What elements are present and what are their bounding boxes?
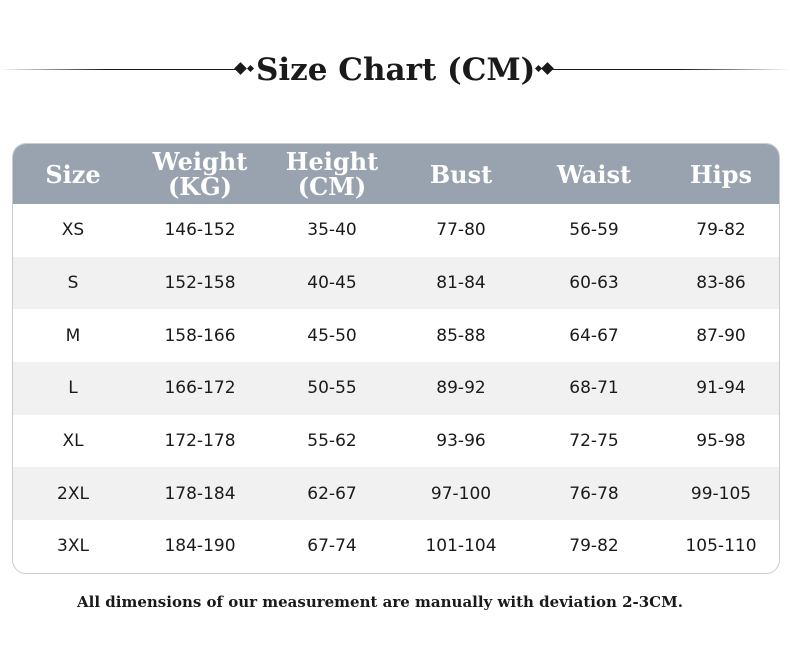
cell-hips: 99-105 — [690, 483, 752, 504]
cell-size: L — [68, 378, 78, 399]
header-waist: Waist — [556, 159, 632, 189]
cell-hips: 95-98 — [696, 431, 746, 452]
cell-bust: 77-80 — [436, 220, 486, 241]
header-size: Size — [45, 159, 101, 189]
cell-height: 62-67 — [307, 483, 357, 504]
cell-bust: 101-104 — [425, 536, 497, 557]
table-row: L 166-172 50-55 89-92 68-71 91-94 — [13, 362, 779, 415]
cell-height: 55-62 — [307, 431, 357, 452]
size-chart-table: Size Weight (KG) Height (CM) Bust Waist Hi… — [13, 144, 779, 573]
cell-height: 40-45 — [307, 273, 357, 294]
cell-bust: 97-100 — [430, 483, 492, 504]
cell-bust: 85-88 — [436, 325, 486, 346]
cell-size: M — [65, 325, 81, 346]
header-bust: Bust — [429, 159, 493, 189]
cell-height: 45-50 — [307, 325, 357, 346]
cell-weight: 146-152 — [164, 220, 236, 241]
cell-bust: 81-84 — [436, 273, 486, 294]
cell-bust: 93-96 — [436, 431, 486, 452]
table-row: M 158-166 45-50 85-88 64-67 87-90 — [13, 309, 779, 362]
title-row: Size Chart (CM) — [0, 48, 790, 92]
cell-size: S — [67, 273, 79, 294]
cell-size: XL — [62, 431, 84, 452]
cell-weight: 178-184 — [164, 483, 236, 504]
header-hips: Hips — [689, 159, 753, 189]
table-row: S 152-158 40-45 81-84 60-63 83-86 — [13, 256, 779, 310]
title-divider-left — [0, 69, 236, 70]
cell-height: 35-40 — [307, 220, 357, 241]
cell-hips: 91-94 — [696, 378, 746, 399]
table-row: XL 172-178 55-62 93-96 72-75 95-98 — [13, 415, 779, 468]
cell-weight: 172-178 — [164, 431, 236, 452]
cell-waist: 68-71 — [569, 378, 619, 399]
cell-weight: 184-190 — [164, 536, 236, 557]
cell-waist: 64-67 — [569, 325, 619, 346]
cell-weight: 166-172 — [164, 378, 236, 399]
diamond-ornament-icon — [246, 64, 255, 73]
page-title: Size Chart (CM) — [256, 52, 536, 88]
cell-waist: 72-75 — [569, 431, 619, 452]
cell-waist: 79-82 — [569, 536, 619, 557]
header-height: Height (CM) — [285, 147, 379, 201]
cell-bust: 89-92 — [436, 378, 486, 399]
cell-hips: 83-86 — [696, 273, 746, 294]
cell-waist: 76-78 — [569, 483, 619, 504]
table-header-row: Size Weight (KG) Height (CM) Bust Waist Hi… — [13, 144, 779, 204]
cell-weight: 158-166 — [164, 325, 236, 346]
table-row: 2XL 178-184 62-67 97-100 76-78 99-105 — [13, 467, 779, 521]
cell-hips: 87-90 — [696, 325, 746, 346]
cell-height: 50-55 — [307, 378, 357, 399]
cell-hips: 105-110 — [685, 536, 757, 557]
cell-weight: 152-158 — [164, 273, 236, 294]
header-weight: Weight (KG) — [152, 147, 248, 201]
cell-size: 3XL — [57, 536, 89, 557]
cell-size: 2XL — [57, 483, 89, 504]
diamond-ornament-icon — [234, 62, 247, 75]
cell-size: XS — [61, 220, 85, 241]
table-row: 3XL 184-190 67-74 101-104 79-82 105-110 — [13, 520, 779, 573]
cell-waist: 56-59 — [569, 220, 619, 241]
cell-height: 67-74 — [307, 536, 357, 557]
measurement-footnote: All dimensions of our measurement are ma… — [77, 593, 683, 611]
cell-hips: 79-82 — [696, 220, 746, 241]
cell-waist: 60-63 — [569, 273, 619, 294]
title-divider-right — [552, 69, 790, 70]
table-row: XS 146-152 35-40 77-80 56-59 79-82 — [13, 204, 779, 257]
size-chart-table-container: Size Weight (KG) Height (CM) Bust Waist Hi… — [12, 143, 780, 574]
